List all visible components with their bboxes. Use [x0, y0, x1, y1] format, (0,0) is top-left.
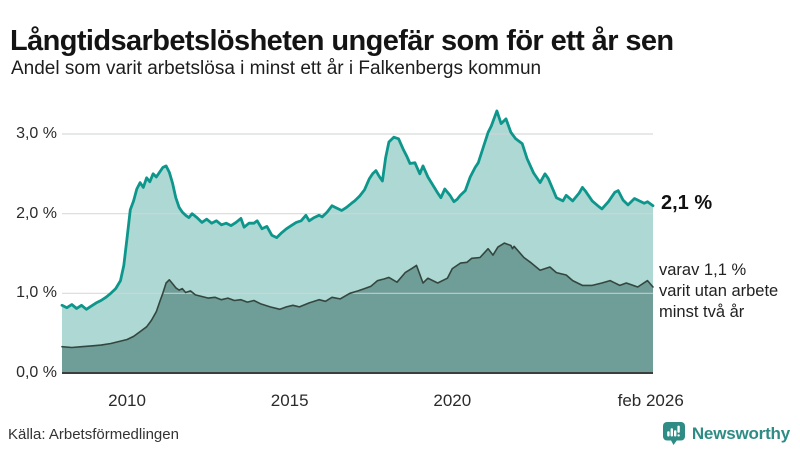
two-year-annotation-line: varit utan arbete	[659, 282, 779, 300]
x-tick-label: feb 2026	[617, 391, 684, 410]
newsworthy-wordmark: Newsworthy	[691, 423, 790, 443]
chart-title: Långtidsarbetslösheten ungefär som för e…	[10, 25, 674, 58]
source-note: Källa: Arbetsförmedlingen	[8, 426, 179, 443]
x-tick-label: 2010	[108, 391, 146, 410]
latest-value-label: 2,1 %	[661, 192, 713, 214]
two-year-annotation-line: minst två år	[659, 303, 745, 321]
two-year-annotation-line: varav 1,1 %	[659, 261, 747, 279]
newsworthy-logo: Newsworthy	[662, 421, 790, 446]
line-two-years-unemployed	[61, 242, 654, 349]
y-tick-label: 2,0 %	[16, 204, 57, 222]
chart-subtitle: Andel som varit arbetslösa i minst ett å…	[11, 58, 542, 79]
y-tick-label: 0,0 %	[16, 364, 57, 381]
x-tick-label: 2015	[270, 391, 309, 410]
two-year-annotation: varav 1,1 % varit utan arbete minst två …	[659, 260, 778, 323]
x-tick-label: 2020	[433, 391, 472, 410]
newsworthy-icon	[662, 422, 685, 445]
y-tick-label: 3,0 %	[16, 124, 57, 142]
y-tick-label: 1,0 %	[16, 284, 57, 302]
gridlines	[62, 133, 653, 294]
line-total-unemployed	[60, 109, 655, 311]
area-two-years-unemployed	[62, 243, 653, 373]
